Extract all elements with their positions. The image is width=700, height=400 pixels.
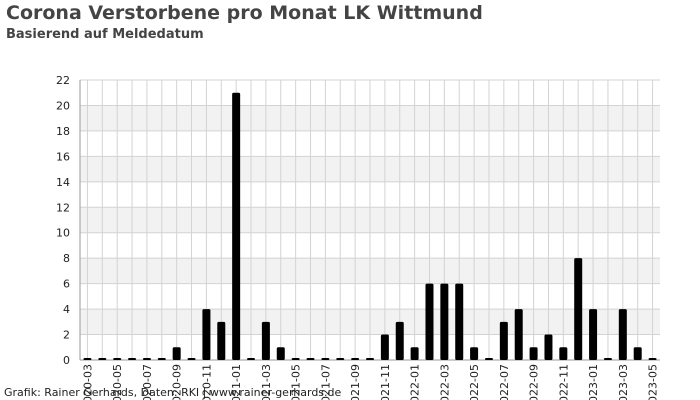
- x-tick-label: 2022-03: [438, 364, 451, 400]
- bar-2020-09: [172, 347, 181, 360]
- x-tick-label: 2021-03: [260, 364, 273, 400]
- bar-2021-04: [276, 347, 285, 360]
- bar-2022-11: [559, 347, 568, 360]
- x-tick-label: 2020-05: [111, 364, 124, 400]
- bar-2020-05: [113, 358, 122, 360]
- y-tick-label: 12: [56, 201, 70, 214]
- x-axis-ticks: 2020-03 2020-05 2020-07 2020-09 2020-11 2021-…: [81, 364, 659, 400]
- y-tick-label: 8: [63, 252, 70, 265]
- bar-2022-01: [410, 347, 419, 360]
- bar-2021-08: [336, 358, 345, 360]
- bar-2023-02: [603, 358, 612, 360]
- y-axis-ticks: 0 2 4 6 8 10 12 14 16 18 20 22: [56, 74, 70, 367]
- bar-2022-03: [440, 283, 449, 360]
- x-tick-label: 2023-01: [587, 364, 600, 400]
- bar-2021-11: [380, 334, 389, 360]
- bar-2021-01: [232, 92, 241, 361]
- bar-2022-04: [455, 283, 464, 360]
- bar-2023-01: [589, 309, 598, 360]
- chart-title: Corona Verstorbene pro Monat LK Wittmund: [6, 2, 483, 24]
- y-tick-label: 6: [63, 278, 70, 291]
- bar-2020-08: [157, 358, 166, 360]
- bar-2020-03: [83, 358, 92, 360]
- x-tick-label: 2023-05: [647, 364, 660, 400]
- y-tick-label: 4: [63, 303, 70, 316]
- bar-2021-03: [261, 321, 270, 360]
- bar-2021-10: [366, 358, 374, 360]
- y-tick-label: 10: [56, 227, 70, 240]
- bar-2022-02: [425, 283, 434, 360]
- y-tick-label: 14: [56, 176, 70, 189]
- y-tick-label: 20: [56, 99, 70, 112]
- bar-2021-12: [395, 321, 404, 360]
- x-tick-label: 2022-09: [528, 364, 541, 400]
- bar-2021-05: [291, 358, 300, 360]
- x-tick-label: 2020-11: [200, 364, 213, 400]
- bar-2021-09: [351, 358, 360, 360]
- bar-2021-07: [321, 358, 330, 360]
- bar-2023-04: [633, 347, 642, 360]
- bar-2020-12: [217, 321, 226, 360]
- x-tick-label: 2020-07: [141, 364, 154, 400]
- bar-2020-11: [202, 309, 211, 360]
- bar-2020-07: [142, 358, 151, 360]
- bar-2022-07: [499, 321, 508, 360]
- bar-2022-05: [470, 347, 479, 360]
- source-credit: Grafik: Rainer Gerhards, Daten: RKI | ww…: [4, 386, 342, 399]
- x-tick-label: 2023-03: [617, 364, 630, 400]
- x-tick-label: 2020-03: [81, 364, 94, 400]
- y-tick-label: 18: [56, 125, 70, 138]
- y-tick-label: 22: [56, 74, 70, 87]
- bar-2023-05: [648, 358, 657, 360]
- chart-subtitle: Basierend auf Meldedatum: [6, 27, 204, 42]
- x-tick-label: 2022-07: [498, 364, 511, 400]
- bar-2022-08: [514, 309, 523, 360]
- bar-2022-09: [529, 347, 538, 360]
- bar-2020-04: [98, 358, 107, 360]
- bar-2022-12: [574, 258, 583, 360]
- bar-2020-10: [187, 358, 196, 360]
- x-tick-label: 2021-01: [230, 364, 243, 400]
- bars: [83, 92, 657, 361]
- x-tick-label: 2021-09: [349, 364, 362, 400]
- x-tick-label: 2022-11: [557, 364, 570, 400]
- x-tick-label: 2022-01: [409, 364, 422, 400]
- y-tick-label: 0: [63, 354, 70, 367]
- x-tick-label: 2021-07: [319, 364, 332, 400]
- x-tick-label: 2020-09: [171, 364, 184, 400]
- x-tick-label: 2021-05: [290, 364, 303, 400]
- y-tick-label: 16: [56, 150, 70, 163]
- x-tick-label: 2022-05: [468, 364, 481, 400]
- y-tick-label: 2: [63, 329, 70, 342]
- bar-2022-06: [484, 358, 493, 360]
- bar-2021-06: [306, 358, 315, 360]
- x-tick-label: 2021-11: [379, 364, 392, 400]
- bar-2021-02: [247, 358, 256, 360]
- bar-2023-03: [618, 309, 627, 360]
- bar-2020-06: [128, 358, 137, 360]
- bar-2022-10: [544, 334, 553, 360]
